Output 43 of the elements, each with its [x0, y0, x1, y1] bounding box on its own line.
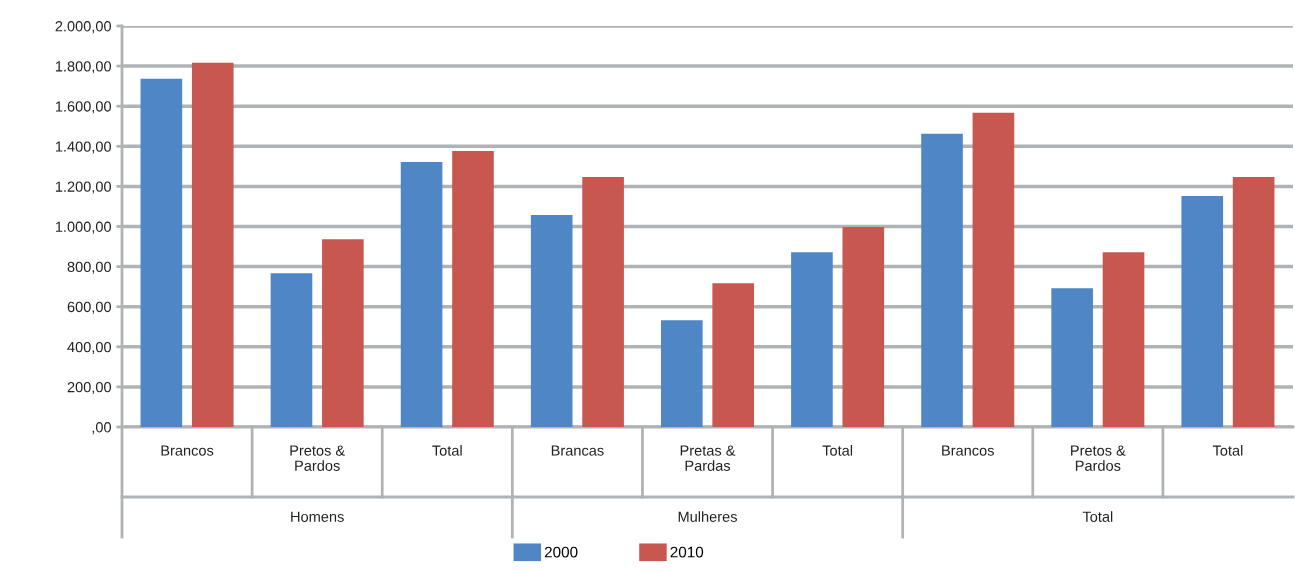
bar	[791, 252, 833, 427]
bar	[191, 62, 234, 427]
y-tick-label: ,00	[92, 422, 112, 435]
y-tick-label: 400,00	[67, 341, 112, 354]
y-tick-label: 200,00	[67, 382, 112, 395]
y-tick-label: 1.000,00	[55, 221, 112, 234]
bar	[1051, 288, 1093, 427]
x-tick-label: Total	[432, 445, 462, 456]
text: Homens	[291, 511, 344, 522]
bar	[400, 161, 443, 427]
bar	[1181, 196, 1224, 427]
bar	[322, 239, 364, 427]
bar	[972, 112, 1015, 427]
x-tick-label: Total	[1212, 445, 1243, 456]
text: Mulheres	[678, 511, 737, 522]
bar	[530, 215, 573, 427]
x-tick-label: Brancos	[942, 445, 994, 456]
y-tick-label: 1.800,00	[55, 61, 112, 74]
x-tick-label: Pretos & Pardos	[290, 445, 345, 471]
x-tick-label: Pretas & Pardas	[680, 445, 736, 471]
x-tick-label: Total	[822, 445, 853, 456]
bar	[660, 320, 703, 427]
legend-label: 2000	[544, 546, 578, 558]
text: Total	[1082, 511, 1113, 522]
bar	[712, 283, 755, 427]
x-tick-label: Brancos	[161, 445, 214, 456]
bar	[921, 133, 963, 427]
bar	[1102, 252, 1145, 427]
y-tick-label: 600,00	[67, 301, 112, 314]
bar	[1232, 176, 1275, 427]
y-tick-label: 2.000,00	[55, 21, 112, 34]
x-tick-label: Pretos & Pardos	[1071, 445, 1126, 471]
x-tick-label: Brancas	[551, 445, 604, 456]
y-tick-label: 1.600,00	[55, 101, 112, 114]
bar	[140, 78, 183, 427]
bar	[452, 150, 494, 427]
y-tick-label: 800,00	[67, 261, 112, 274]
y-tick-label: 1.200,00	[55, 181, 112, 194]
bar	[842, 227, 885, 427]
bar	[582, 176, 624, 427]
y-tick-label: 1.400,00	[55, 141, 112, 154]
bar	[270, 273, 313, 427]
legend-label: 2010	[670, 546, 704, 558]
